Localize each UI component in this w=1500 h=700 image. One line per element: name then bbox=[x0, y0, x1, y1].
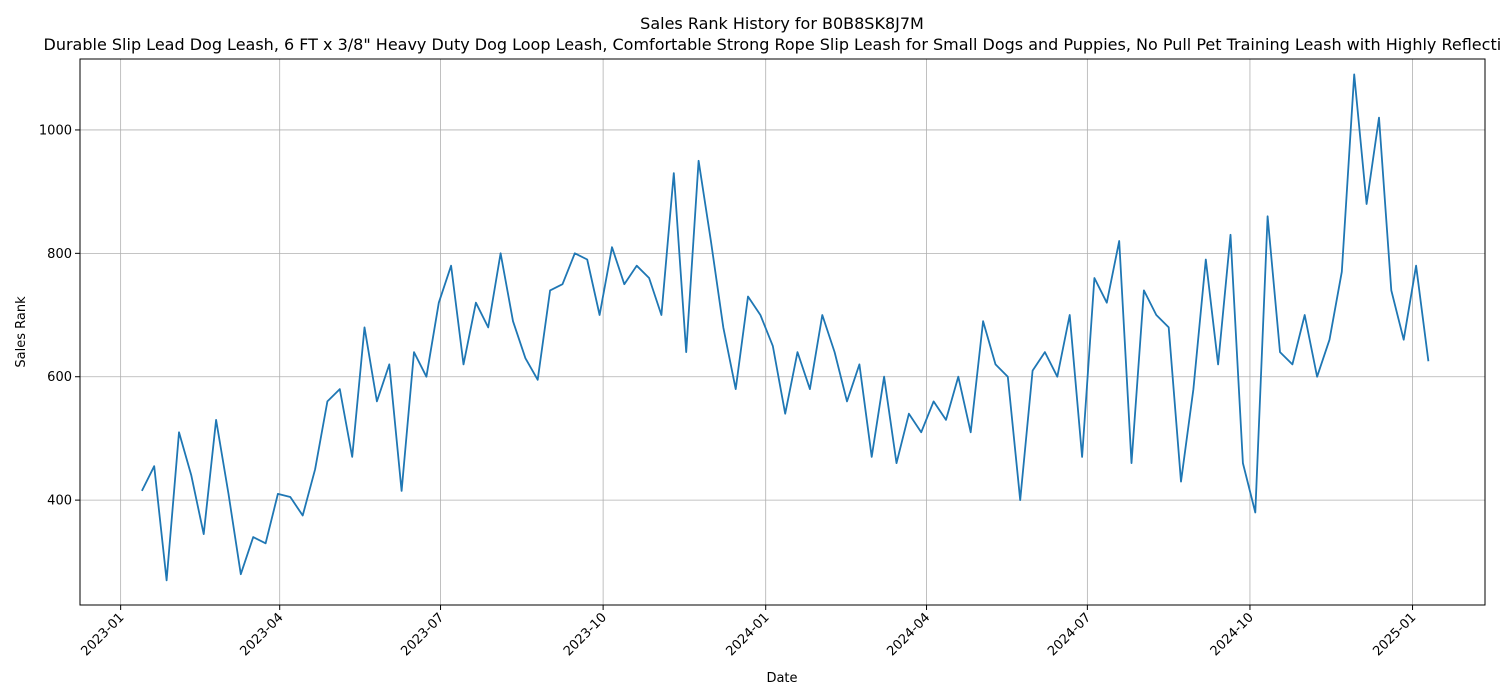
grid-lines bbox=[80, 59, 1485, 605]
x-tick-label: 2024-07 bbox=[1045, 610, 1094, 659]
y-tick-label: 1000 bbox=[39, 123, 72, 138]
chart-subtitle: Durable Slip Lead Dog Leash, 6 FT x 3/8"… bbox=[44, 35, 1500, 54]
x-tick-label: 2024-04 bbox=[884, 610, 933, 659]
y-tick-label: 800 bbox=[47, 247, 72, 262]
x-tick-label: 2025-01 bbox=[1370, 610, 1419, 659]
x-tick-label: 2024-01 bbox=[724, 610, 773, 659]
x-tick-label: 2023-10 bbox=[561, 610, 610, 659]
x-tick-label: 2023-07 bbox=[398, 610, 447, 659]
x-tick-label: 2023-04 bbox=[238, 610, 287, 659]
x-tick-label: 2023-01 bbox=[78, 610, 127, 659]
y-tick-label: 600 bbox=[47, 370, 72, 385]
plot-frame bbox=[79, 58, 1486, 606]
y-axis-label: Sales Rank bbox=[14, 296, 29, 368]
sales-rank-line bbox=[141, 73, 1430, 582]
chart-title: Sales Rank History for B0B8SK8J7M bbox=[640, 14, 924, 33]
axis-ticks: 2023-01 2023-04 2023-07 2023-10 2024-01 2024-… bbox=[39, 123, 1419, 659]
y-tick-label: 400 bbox=[47, 494, 72, 509]
x-axis-label: Date bbox=[766, 671, 797, 686]
x-tick-label: 2024-10 bbox=[1208, 610, 1257, 659]
